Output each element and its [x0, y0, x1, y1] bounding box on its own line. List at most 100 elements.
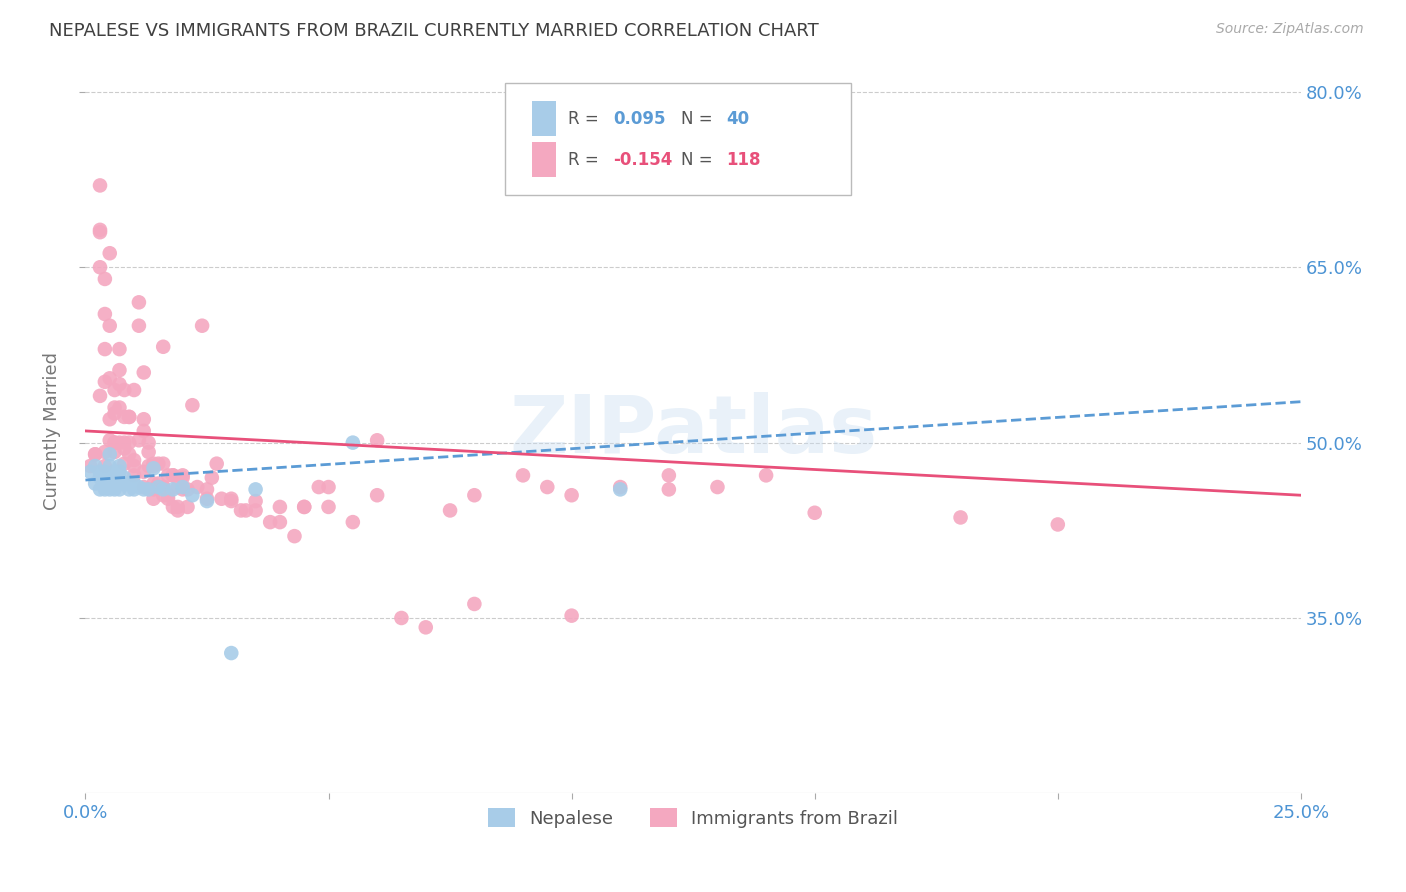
Point [195, 483, 218, 497]
Point [205, 457, 228, 471]
Point [112, 409, 135, 424]
Point [176, 483, 198, 497]
Point [138, 435, 160, 450]
Point [98, 412, 121, 426]
Point [89, 471, 111, 485]
Point [157, 491, 180, 506]
Point [98, 371, 121, 385]
Point [245, 503, 267, 517]
Point [152, 480, 174, 494]
Point [229, 503, 252, 517]
Point [122, 458, 145, 473]
Point [112, 442, 135, 456]
Point [112, 383, 135, 397]
Point [148, 480, 170, 494]
Text: R =: R = [568, 151, 605, 169]
Point [342, 515, 364, 529]
FancyBboxPatch shape [531, 101, 555, 136]
Point [172, 480, 194, 494]
Legend: Nepalese, Immigrants from Brazil: Nepalese, Immigrants from Brazil [481, 801, 905, 835]
Y-axis label: Currently Married: Currently Married [44, 352, 60, 510]
Point [79, 458, 101, 473]
Point [142, 483, 165, 497]
Point [439, 503, 461, 517]
Point [219, 494, 242, 508]
Point [132, 483, 155, 497]
Point [512, 468, 534, 483]
Text: 40: 40 [725, 110, 749, 128]
Point [172, 468, 194, 483]
Point [128, 295, 150, 310]
Point [104, 435, 127, 450]
Point [89, 465, 111, 479]
Text: N =: N = [681, 110, 718, 128]
Point [142, 458, 165, 473]
Point [166, 480, 188, 494]
Point [342, 435, 364, 450]
Point [162, 468, 184, 483]
Text: NEPALESE VS IMMIGRANTS FROM BRAZIL CURRENTLY MARRIED CORRELATION CHART: NEPALESE VS IMMIGRANTS FROM BRAZIL CURRE… [49, 22, 818, 40]
Point [104, 445, 127, 459]
Point [98, 458, 121, 473]
Point [292, 500, 315, 514]
Point [89, 389, 111, 403]
Point [259, 515, 281, 529]
Point [132, 465, 155, 479]
Point [94, 465, 117, 479]
Point [152, 483, 174, 497]
Point [94, 476, 117, 491]
Point [94, 272, 117, 286]
Point [122, 483, 145, 497]
Point [98, 471, 121, 485]
Point [561, 608, 583, 623]
Point [463, 597, 485, 611]
Point [142, 457, 165, 471]
Point [138, 458, 160, 473]
Point [152, 340, 174, 354]
Point [112, 471, 135, 485]
Point [142, 476, 165, 491]
Point [94, 307, 117, 321]
Point [122, 453, 145, 467]
Point [283, 529, 305, 543]
Point [366, 434, 388, 448]
Point [104, 465, 127, 479]
Point [152, 488, 174, 502]
Point [98, 447, 121, 461]
Point [132, 366, 155, 380]
Point [142, 491, 165, 506]
Point [94, 483, 117, 497]
Point [245, 494, 267, 508]
Point [104, 406, 127, 420]
Point [186, 480, 208, 494]
Point [195, 491, 218, 506]
Point [89, 483, 111, 497]
Point [104, 383, 127, 397]
Point [128, 434, 150, 448]
Point [84, 447, 107, 461]
Point [157, 488, 180, 502]
Point [463, 488, 485, 502]
Point [112, 457, 135, 471]
Point [235, 503, 257, 517]
Point [118, 409, 141, 424]
Point [108, 342, 131, 356]
Point [104, 471, 127, 485]
Point [162, 500, 184, 514]
Point [181, 398, 204, 412]
Text: R =: R = [568, 110, 605, 128]
Point [148, 476, 170, 491]
Point [128, 480, 150, 494]
Point [318, 480, 340, 494]
Point [172, 471, 194, 485]
FancyBboxPatch shape [505, 83, 851, 195]
Point [132, 424, 155, 438]
Point [318, 500, 340, 514]
Point [181, 488, 204, 502]
Point [949, 510, 972, 524]
Point [172, 483, 194, 497]
Point [108, 435, 131, 450]
Point [122, 476, 145, 491]
Point [108, 377, 131, 392]
Point [536, 480, 558, 494]
